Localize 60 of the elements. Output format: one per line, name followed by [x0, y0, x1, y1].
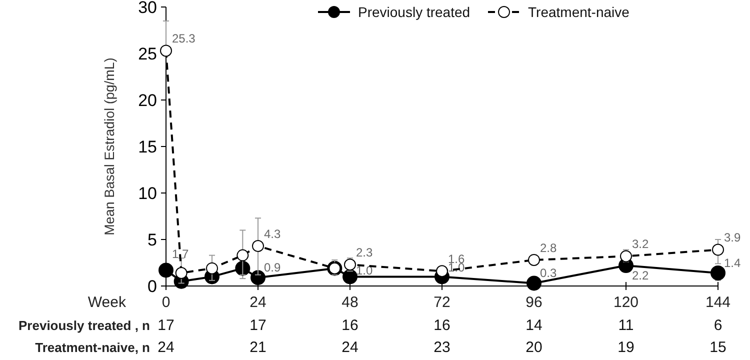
point [175, 266, 188, 279]
y-tick-label: 20 [138, 90, 157, 110]
text: 11 [618, 317, 634, 334]
text: Previously treated , n [18, 318, 150, 333]
point [526, 276, 542, 291]
point [206, 262, 218, 274]
y-tick-label: 25 [138, 44, 157, 64]
point [528, 254, 540, 266]
point [160, 44, 172, 57]
text: 20 [526, 339, 542, 356]
data-label: 2.8 [540, 240, 558, 255]
legend-label: Treatment-naive [528, 4, 630, 20]
data-label: 4.3 [264, 227, 282, 242]
point [342, 269, 358, 284]
text: 16 [342, 317, 358, 334]
point [436, 265, 448, 278]
point [710, 265, 726, 280]
x-tick-label: 72 [434, 294, 450, 311]
y-tick-label: 10 [138, 184, 157, 203]
y-tick-label: 30 [138, 0, 157, 17]
text: 24 [342, 339, 358, 356]
x-axis-title: Week [88, 294, 126, 311]
text: 23 [434, 339, 450, 356]
y-axis-title: Mean Basal Estradiol (pg/mL) [102, 58, 117, 236]
x-tick-label: 0 [162, 294, 170, 311]
text: 15 [710, 339, 726, 356]
text: 19 [618, 339, 634, 356]
text: 24 [158, 339, 174, 356]
x-tick-label: 96 [526, 294, 542, 311]
point [252, 240, 264, 252]
point [250, 270, 266, 286]
y-tick-label: 15 [138, 137, 157, 156]
data-label: 3.2 [632, 237, 650, 252]
data-label: 25.3 [172, 32, 196, 46]
text: 14 [526, 317, 542, 334]
x-tick-label: 120 [613, 294, 639, 311]
data-label: 3.9 [724, 230, 742, 245]
text: Treatment-naive, n [35, 340, 150, 355]
data-label: 0.3 [540, 266, 558, 280]
data-label: 1.0 [356, 264, 374, 278]
text: 6 [714, 317, 722, 334]
y-tick-label: 0 [148, 276, 157, 296]
legend-label: Previously treated [358, 4, 470, 20]
point [344, 258, 356, 271]
point [620, 250, 632, 262]
text: 16 [434, 317, 450, 334]
x-tick-label: 48 [342, 294, 358, 311]
text: 21 [250, 339, 266, 356]
x-tick-label: 144 [705, 294, 731, 311]
data-label: 0.9 [264, 260, 282, 275]
text: 17 [250, 317, 266, 334]
data-label: 2.3 [356, 246, 374, 260]
point [712, 244, 724, 256]
point [236, 249, 249, 262]
x-tick-label: 24 [250, 294, 266, 311]
data-label: 1.4 [724, 256, 742, 270]
y-tick-label: 5 [148, 230, 157, 250]
text: 17 [158, 317, 174, 334]
data-label: 2.2 [632, 268, 650, 283]
point [158, 262, 174, 278]
